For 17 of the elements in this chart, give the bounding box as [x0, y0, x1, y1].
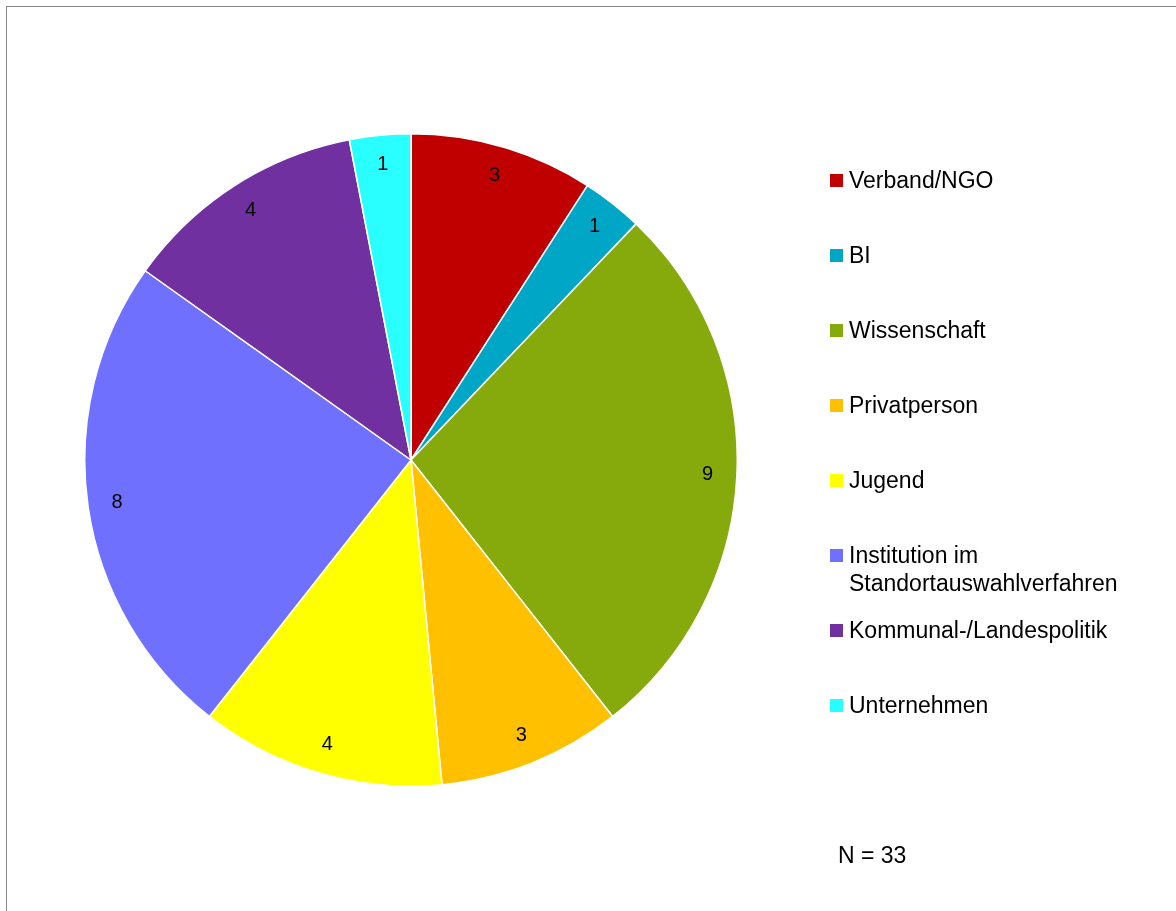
legend-label: Wissenschaft [849, 316, 986, 344]
data-label: 1 [588, 214, 601, 237]
legend-label: Institution im Standortauswahlverfahren [849, 541, 1119, 597]
data-label: 4 [244, 197, 257, 220]
data-label: 9 [701, 461, 714, 484]
legend-label: BI [849, 241, 871, 269]
legend-label: Jugend [849, 466, 925, 494]
legend-label: Privatperson [849, 391, 979, 419]
data-label: 3 [515, 723, 527, 746]
data-label: 8 [111, 489, 123, 512]
data-label: 1 [377, 151, 389, 174]
legend-label: Unternehmen [849, 691, 989, 719]
data-label: 4 [321, 732, 333, 755]
legend-label: Kommunal-/Landespolitik [849, 616, 1108, 644]
legend-label: Verband/NGO [849, 166, 994, 194]
data-label: 3 [489, 162, 501, 185]
text: N = 33 [838, 842, 907, 869]
